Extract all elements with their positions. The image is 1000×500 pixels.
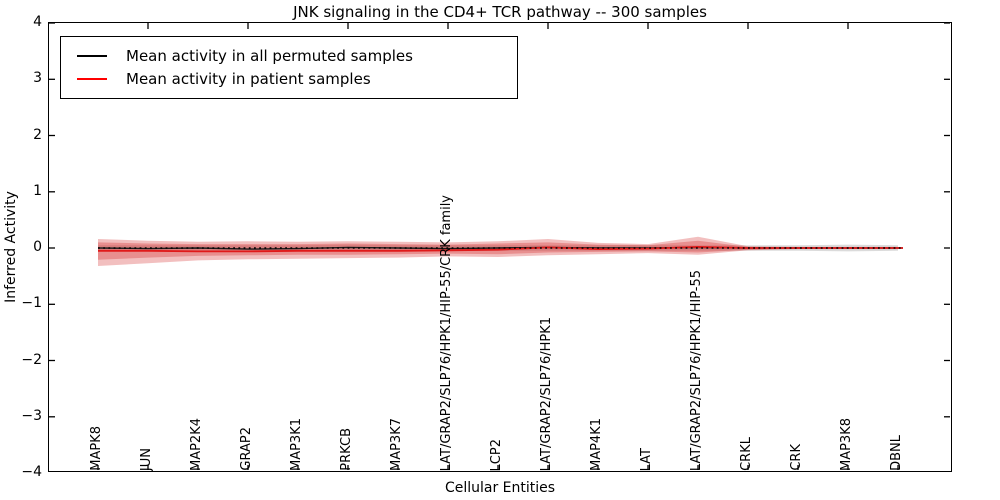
x-tick-label: MAP4K1 — [589, 417, 604, 471]
legend-label-patient: Mean activity in patient samples — [126, 70, 371, 89]
x-axis-label: Cellular Entities — [444, 480, 556, 496]
x-tick-label: MAP3K7 — [389, 417, 404, 471]
x-tick-label: LAT/GRAP2/SLP76/HPK1 — [539, 316, 554, 471]
x-tick-label: DBNL — [889, 435, 904, 471]
permuted-line-swatch-icon — [77, 54, 107, 57]
y-tick-label: −4 — [21, 464, 42, 480]
legend-entry-patient: Mean activity in patient samples — [73, 70, 505, 88]
x-tick-label: LCP2 — [489, 438, 504, 471]
x-tick-label: LAT/GRAP2/SLP76/HPK1/HIP-55 — [689, 269, 704, 471]
y-tick-label: 2 — [33, 126, 42, 143]
x-tick-label: LAT/GRAP2/SLP76/HPK1/HIP-55/CRK family — [439, 194, 454, 471]
x-tick-label: CRKL — [739, 437, 754, 471]
x-tick-label: MAP3K8 — [839, 417, 854, 471]
x-tick-label: MAP2K4 — [189, 417, 204, 471]
x-tick-label: GRAP2 — [239, 427, 254, 471]
plot-svg — [49, 23, 950, 470]
x-tick-label: JUN — [139, 447, 154, 471]
y-tick-label: −2 — [21, 351, 42, 368]
x-tick-label: CRK — [789, 444, 804, 471]
y-tick-label: 0 — [33, 239, 42, 255]
y-tick-label: −3 — [21, 407, 42, 424]
chart-title: JNK signaling in the CD4+ TCR pathway --… — [293, 3, 707, 21]
patient-line-swatch-icon — [77, 78, 107, 81]
x-tick-label: LAT — [639, 447, 654, 471]
y-tick-label: 4 — [33, 14, 42, 30]
legend-label-permuted: Mean activity in all permuted samples — [126, 46, 413, 65]
legend-entry-permuted: Mean activity in all permuted samples — [73, 47, 505, 65]
y-tick-label: 1 — [33, 182, 42, 199]
x-tick-label: MAP3K1 — [289, 417, 304, 471]
legend-box: Mean activity in all permuted samples Me… — [60, 36, 518, 99]
x-tick-label: PRKCB — [339, 428, 354, 471]
y-tick-label: 3 — [33, 70, 42, 87]
x-tick-label: MAPK8 — [89, 426, 104, 471]
y-tick-label: −1 — [21, 295, 42, 312]
